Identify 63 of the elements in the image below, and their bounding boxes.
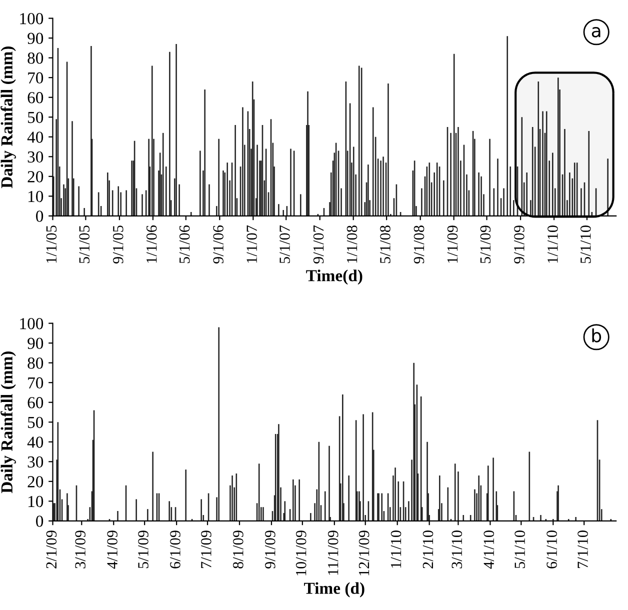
x-tick-label: 11/1/09 <box>328 530 338 575</box>
annotation: a <box>592 27 600 38</box>
y-tick-label: 40 <box>27 132 44 143</box>
x-tick-label: 4/1/10 <box>484 530 494 569</box>
y-tick-label: 80 <box>28 52 44 64</box>
y-tick-label: 70 <box>28 72 44 84</box>
x-tick-label: 9/1/08 <box>414 226 424 264</box>
y-tick-label: 20 <box>28 476 44 488</box>
y-tick-label: 10 <box>28 190 44 202</box>
x-tick-label: 6/1/10 <box>546 530 557 568</box>
x-tick-label: 1/1/10 <box>390 530 402 568</box>
x-tick-label: 1/1/08 <box>346 226 358 263</box>
x-tick-label: 10/1/09 <box>296 530 306 576</box>
y-tick-label: 20 <box>28 171 44 182</box>
y-tick-label: 60 <box>28 397 44 408</box>
annotation: b <box>592 328 602 342</box>
x-tick-label: 5/1/10 <box>514 530 525 568</box>
x-tick-label: 9/1/06 <box>213 225 224 264</box>
x-tick-label: 5/1/07 <box>280 225 290 264</box>
x-tick-label: 9/1/09 <box>514 226 524 264</box>
x-tick-label: 5/1/09 <box>480 226 491 264</box>
y-tick-label: 70 <box>28 377 44 389</box>
x-tick-label: 6/1/09 <box>170 530 180 568</box>
x-tick-label: 1/1/07 <box>246 225 257 263</box>
x-tick-label: 1/1/10 <box>548 226 558 263</box>
y-axis-title: Daily Rainfall (mm) <box>0 352 16 494</box>
x-tick-label: 9/1/05 <box>112 226 124 264</box>
y-tick-label: 60 <box>28 92 44 104</box>
x-tick-label: 2/1/09 <box>46 530 57 568</box>
x-tick-label: 12/1/09 <box>358 530 370 576</box>
x-tick-label: 1/1/06 <box>146 225 157 263</box>
x-tick-label: 1/1/05 <box>46 226 57 263</box>
x-tick-label: 7/1/09 <box>201 530 212 568</box>
y-tick-label: 0 <box>36 210 44 222</box>
y-tick-label: 40 <box>27 436 44 448</box>
y-tick-label: 30 <box>28 456 44 468</box>
y-tick-label: 50 <box>28 112 44 124</box>
x-tick-label: 5/1/10 <box>580 226 591 264</box>
x-tick-label: 4/1/09 <box>107 530 118 569</box>
x-tick-label: 5/1/05 <box>79 226 90 264</box>
x-tick-label: 1/1/09 <box>447 226 458 263</box>
x-tick-label: 2/1/10 <box>422 530 434 568</box>
y-tick-label: 30 <box>28 151 44 163</box>
y-tick-label: 50 <box>28 416 44 428</box>
y-axis-title: Daily Rainfall (mm) <box>0 46 16 188</box>
y-tick-label: 10 <box>28 496 44 508</box>
y-tick-label: 0 <box>36 516 44 527</box>
x-axis-title: Time (d) <box>304 582 364 598</box>
x-tick-label: 3/1/10 <box>452 530 462 568</box>
x-tick-label: 8/1/09 <box>233 530 244 568</box>
x-tick-label: 3/1/09 <box>75 530 86 568</box>
x-tick-label: 5/1/06 <box>179 225 190 264</box>
y-tick-label: 80 <box>28 358 44 369</box>
x-tick-label: 5/1/09 <box>138 530 148 568</box>
y-tick-label: 100 <box>20 318 44 330</box>
x-axis-title: Time(d) <box>306 270 362 285</box>
y-tick-label: 90 <box>28 32 44 44</box>
y-tick-label: 100 <box>20 13 44 24</box>
x-tick-label: 7/1/10 <box>578 530 588 568</box>
y-tick-label: 90 <box>28 338 44 350</box>
x-tick-label: 9/1/07 <box>313 225 324 264</box>
x-tick-label: 5/1/08 <box>380 226 390 264</box>
x-tick-label: 9/1/09 <box>264 530 276 569</box>
